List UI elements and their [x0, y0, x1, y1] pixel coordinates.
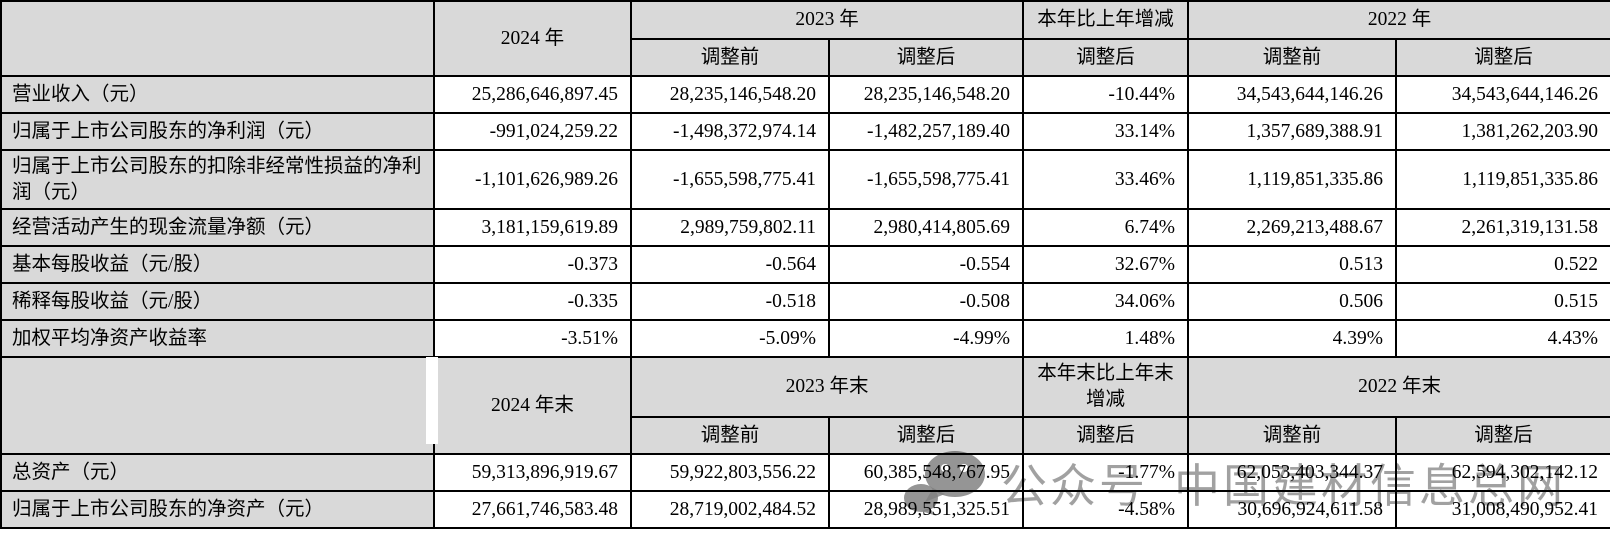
cell-2022-post: 62,594,302,142.12 [1395, 452, 1610, 492]
cell-2023-pre: -1,655,598,775.41 [630, 148, 830, 211]
subheader-change-post: 调整后 [1022, 38, 1190, 77]
header-2022-end: 2022 年末 [1187, 356, 1610, 418]
subheader-2022-post: 调整后 [1395, 415, 1610, 455]
header-2024: 2024 年 [433, 0, 632, 77]
header-2022: 2022 年 [1187, 0, 1610, 40]
cell-2024: -0.335 [433, 282, 632, 322]
cell-2022-post: 0.515 [1395, 282, 1610, 322]
cell-2023-post: 60,385,548,767.95 [827, 452, 1025, 492]
subheader-2023-post: 调整后 [827, 415, 1025, 455]
cell-2023-pre: -0.564 [630, 245, 830, 285]
cell-2024: 59,313,896,919.67 [433, 452, 632, 492]
cell-2022-pre: 0.513 [1187, 245, 1398, 285]
cell-2022-post: 4.43% [1395, 319, 1610, 359]
cell-change: 34.06% [1022, 282, 1190, 322]
cell-change: -4.58% [1022, 489, 1190, 529]
cell-change: -1.77% [1022, 452, 1190, 492]
table-row: 基本每股收益（元/股） -0.373 -0.564 -0.554 32.67% … [0, 245, 1610, 285]
row-label: 经营活动产生的现金流量净额（元） [0, 208, 435, 248]
subheader-2022-post: 调整后 [1395, 38, 1610, 77]
subheader-2022-pre: 调整前 [1187, 38, 1398, 77]
table-row: 稀释每股收益（元/股） -0.335 -0.518 -0.508 34.06% … [0, 282, 1610, 322]
cell-2023-pre: 2,989,759,802.11 [630, 208, 830, 248]
cell-2022-pre: 1,119,851,335.86 [1187, 148, 1398, 211]
section2-header-row-1: 2024 年末 2023 年末 本年末比上年末增减 2022 年末 [0, 356, 1610, 455]
row-label: 归属于上市公司股东的净利润（元） [0, 112, 435, 151]
cell-2023-post: -1,482,257,189.40 [827, 112, 1025, 151]
table-row: 营业收入（元） 25,286,646,897.45 28,235,146,548… [0, 75, 1610, 114]
cell-2022-pre: 62,053,403,344.37 [1187, 452, 1398, 492]
section2-header-row-2: 调整前 调整后 调整后 调整前 调整后 [1, 415, 1610, 455]
cell-2022-post: 34,543,644,146.26 [1395, 75, 1610, 114]
cell-change: 33.14% [1022, 112, 1190, 151]
table-row: 加权平均净资产收益率 -3.51% -5.09% -4.99% 1.48% 4.… [0, 319, 1610, 359]
cell-2023-post: -0.508 [827, 282, 1025, 322]
table-row: 归属于上市公司股东的扣除非经常性损益的净利润（元） -1,101,626,989… [0, 148, 1610, 211]
row-label: 基本每股收益（元/股） [0, 245, 435, 285]
cell-change: 33.46% [1022, 148, 1190, 211]
cell-change: 1.48% [1022, 319, 1190, 359]
row-label: 营业收入（元） [0, 75, 435, 114]
cell-2022-pre: 2,269,213,488.67 [1187, 208, 1398, 248]
header-change: 本年比上年增减 [1022, 0, 1190, 40]
blank-corner-cell [0, 356, 435, 455]
row-label: 加权平均净资产收益率 [0, 319, 435, 359]
cell-2023-pre: -5.09% [630, 319, 830, 359]
cell-2022-post: 0.522 [1395, 245, 1610, 285]
cell-2023-post: 28,989,551,325.51 [827, 489, 1025, 529]
header-change-end: 本年末比上年末增减 [1022, 356, 1190, 418]
subheader-2023-pre: 调整前 [630, 38, 830, 77]
table-row: 经营活动产生的现金流量净额（元） 3,181,159,619.89 2,989,… [0, 208, 1610, 248]
cell-change: -10.44% [1022, 75, 1190, 114]
cell-2022-pre: 4.39% [1187, 319, 1398, 359]
row-label: 总资产（元） [0, 452, 435, 492]
cell-2024: -1,101,626,989.26 [433, 148, 632, 211]
cell-2024: -3.51% [433, 319, 632, 359]
cell-2023-pre: 28,235,146,548.20 [630, 75, 830, 114]
blank-corner-cell [0, 0, 435, 77]
cell-2023-pre: 28,719,002,484.52 [630, 489, 830, 529]
cell-2023-pre: -1,498,372,974.14 [630, 112, 830, 151]
cell-2023-post: -0.554 [827, 245, 1025, 285]
cell-2023-pre: 59,922,803,556.22 [630, 452, 830, 492]
subheader-change-post: 调整后 [1022, 415, 1190, 455]
subheader-2023-pre: 调整前 [630, 415, 830, 455]
header-2024-end: 2024 年末 [433, 356, 632, 455]
cell-2023-post: 2,980,414,805.69 [827, 208, 1025, 248]
cell-2022-post: 1,381,262,203.90 [1395, 112, 1610, 151]
header-border-gap-artifact [426, 357, 438, 444]
cell-2023-pre: -0.518 [630, 282, 830, 322]
cell-change: 32.67% [1022, 245, 1190, 285]
table-row: 总资产（元） 59,313,896,919.67 59,922,803,556.… [0, 452, 1610, 492]
cell-2023-post: -4.99% [827, 319, 1025, 359]
cell-2023-post: 28,235,146,548.20 [827, 75, 1025, 114]
cell-2022-post: 1,119,851,335.86 [1395, 148, 1610, 211]
subheader-2022-pre: 调整前 [1187, 415, 1398, 455]
cell-2022-post: 31,008,490,952.41 [1395, 489, 1610, 529]
cell-2024: 3,181,159,619.89 [433, 208, 632, 248]
cell-2022-post: 2,261,319,131.58 [1395, 208, 1610, 248]
row-label: 归属于上市公司股东的扣除非经常性损益的净利润（元） [0, 148, 435, 211]
cell-2024: 27,661,746,583.48 [433, 489, 632, 529]
cell-2022-pre: 0.506 [1187, 282, 1398, 322]
section1-header-row-2: 调整前 调整后 调整后 调整前 调整后 [1, 38, 1610, 77]
cell-2022-pre: 1,357,689,388.91 [1187, 112, 1398, 151]
cell-2024: -0.373 [433, 245, 632, 285]
section1-header-row-1: 2024 年 2023 年 本年比上年增减 2022 年 [0, 0, 1610, 77]
cell-2022-pre: 34,543,644,146.26 [1187, 75, 1398, 114]
cell-2024: 25,286,646,897.45 [433, 75, 632, 114]
row-label: 归属于上市公司股东的净资产（元） [0, 489, 435, 529]
cell-2022-pre: 30,696,924,611.58 [1187, 489, 1398, 529]
table-row: 归属于上市公司股东的净利润（元） -991,024,259.22 -1,498,… [0, 112, 1610, 151]
financial-summary-table: 2024 年 2023 年 本年比上年增减 2022 年 调整前 调整后 调整后… [0, 0, 1610, 529]
header-2023-end: 2023 年末 [629, 356, 1025, 418]
cell-2023-post: -1,655,598,775.41 [827, 148, 1025, 211]
cell-change: 6.74% [1022, 208, 1190, 248]
header-2023: 2023 年 [629, 0, 1025, 40]
table-row: 归属于上市公司股东的净资产（元） 27,661,746,583.48 28,71… [0, 489, 1610, 529]
subheader-2023-post: 调整后 [827, 38, 1025, 77]
cell-2024: -991,024,259.22 [433, 112, 632, 151]
row-label: 稀释每股收益（元/股） [0, 282, 435, 322]
